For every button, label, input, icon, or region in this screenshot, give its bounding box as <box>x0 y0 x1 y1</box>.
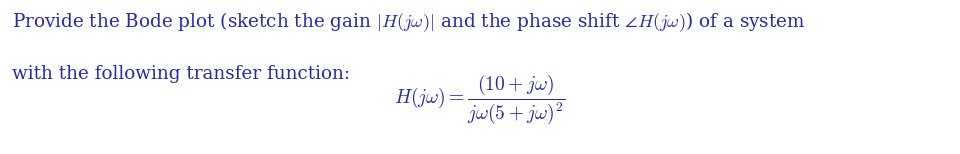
Text: with the following transfer function:: with the following transfer function: <box>12 65 350 83</box>
Text: Provide the Bode plot (sketch the gain $|H(j\omega)|$ and the phase shift $\angl: Provide the Bode plot (sketch the gain $… <box>12 11 805 34</box>
Text: $H(j\omega) = \dfrac{(10 + j\omega)}{j\omega(5 + j\omega)^2}$: $H(j\omega) = \dfrac{(10 + j\omega)}{j\o… <box>395 73 565 126</box>
